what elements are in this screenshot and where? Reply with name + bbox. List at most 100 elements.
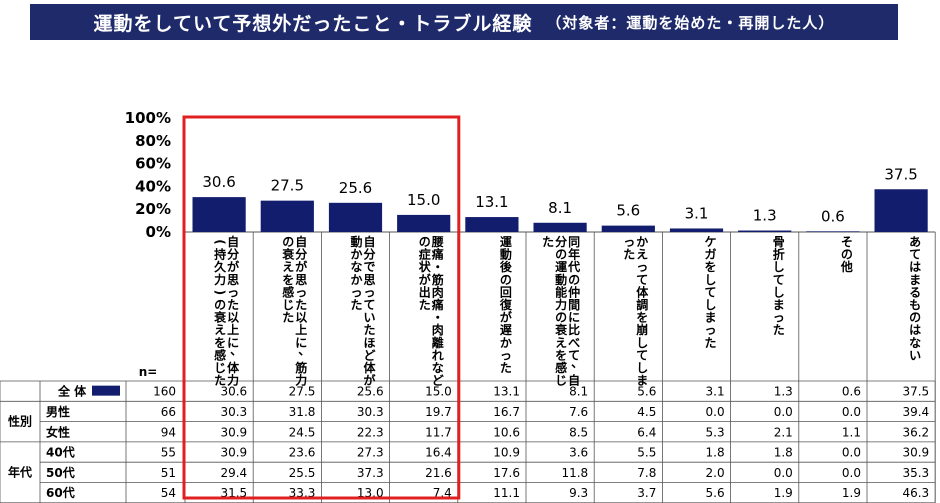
category-label-char: に — [295, 336, 307, 350]
chart-title-bar: 運動をしていて予想外だったこと・トラブル経験 （対象者：運動を始めた・再開した人… — [30, 4, 898, 40]
category-label-char: を — [555, 348, 567, 362]
row-label: 60代 — [46, 485, 75, 500]
category-label-char: が — [227, 259, 239, 274]
data-label: 8.1 — [548, 199, 572, 217]
chart-title: 運動をしていて予想外だったこと・トラブル経験 — [93, 12, 533, 35]
category-label-char: 症 — [419, 247, 431, 262]
cross-table: n= 全 体 160 30.6 27.5 25.6 15.0 13.1 8.1 5.6 3.1 1.3… — [7, 365, 929, 500]
table-cell: 36.2 — [902, 425, 929, 439]
table-cell: 4.5 — [637, 405, 656, 419]
table-cell: 30.3 — [357, 405, 384, 419]
data-label: 37.5 — [884, 165, 917, 183]
category-label-char: 調 — [636, 297, 648, 312]
data-label: 1.3 — [753, 207, 777, 225]
row-n: 94 — [161, 425, 176, 439]
table-cell: 30.9 — [902, 446, 929, 460]
category-label-char: な — [432, 361, 444, 375]
category-label-char: が — [363, 373, 375, 388]
category-label-char: か — [350, 273, 362, 287]
category-label-char: の — [568, 273, 580, 287]
y-tick-label: 20% — [135, 200, 171, 218]
data-label: 0.6 — [821, 207, 845, 225]
category-label-char: 痛 — [431, 297, 444, 312]
category-label-char: え — [214, 323, 226, 337]
category-label-char: 、 — [230, 343, 242, 357]
category-label-char: 肉 — [432, 322, 444, 337]
table-cell: 11.1 — [493, 486, 520, 500]
category-label-char: に — [227, 336, 239, 350]
table-cell: 10.9 — [493, 446, 520, 460]
table-cell: 27.5 — [289, 385, 316, 399]
table-cell: 1.3 — [774, 385, 793, 399]
category-label-char: え — [282, 260, 294, 274]
table-cell: 29.4 — [220, 466, 247, 480]
category-label-char: 運 — [500, 235, 512, 249]
category-label-char: た — [419, 298, 431, 312]
bars — [192, 189, 928, 232]
category-label-char: っ — [363, 285, 375, 299]
category-label-char: な — [909, 336, 921, 350]
category-label-char: 、 — [298, 343, 310, 357]
category-label-char: べ — [568, 336, 580, 350]
category-label-char: が — [419, 272, 431, 287]
bar — [806, 231, 860, 232]
category-label-char: 体 — [227, 360, 240, 375]
y-tick-label: 100% — [125, 109, 171, 127]
category-label-char: の — [841, 248, 853, 262]
category-label-char: え — [555, 336, 567, 350]
table-cell: 9.3 — [569, 486, 588, 500]
highlight-rectangle — [182, 115, 461, 500]
category-label-char: か — [350, 248, 362, 262]
bar — [874, 189, 928, 232]
bar — [465, 217, 519, 232]
table-cell: 1.8 — [774, 446, 793, 460]
category-label-char: 痛 — [431, 247, 444, 262]
table-cell: 1.9 — [842, 486, 861, 500]
category-label-char: た — [500, 361, 512, 375]
category-label-char: 遅 — [500, 323, 512, 337]
category-label-char: ど — [363, 348, 375, 362]
category-label-char: し — [773, 285, 785, 299]
category-label-char: な — [350, 260, 362, 274]
table-cell: 35.3 — [902, 466, 929, 480]
category-label-char: 離 — [432, 335, 444, 350]
category-label-char: た — [282, 311, 294, 325]
table-cell: 37.3 — [357, 466, 384, 480]
category-label-char: 代 — [567, 259, 580, 274]
legend-swatch — [92, 385, 120, 396]
category-label-char: た — [542, 235, 554, 249]
category-label-char: を — [704, 260, 716, 274]
category-label-char: 動 — [555, 272, 567, 287]
y-tick-label: 0% — [146, 223, 171, 241]
bar — [738, 230, 792, 232]
category-label-char: ま — [909, 273, 921, 287]
table-cell: 1.1 — [842, 425, 861, 439]
category-label-char: 分 — [363, 247, 375, 262]
data-label: 13.1 — [475, 193, 508, 211]
table-cell: 19.7 — [425, 405, 452, 419]
category-label-char: た — [623, 248, 635, 262]
category-label-char: 状 — [419, 259, 432, 274]
table-cell: 16.4 — [425, 446, 452, 460]
category-label-char: で — [363, 260, 375, 274]
table-cell: 22.3 — [357, 425, 384, 439]
category-label-char: っ — [295, 285, 307, 299]
category-label-char: っ — [636, 260, 648, 274]
table-cell: 37.5 — [902, 385, 929, 399]
row-n: 160 — [153, 385, 176, 399]
table-cell: 17.6 — [493, 466, 520, 480]
y-tick-label: 80% — [135, 132, 171, 150]
data-labels: 30.6 27.5 25.6 15.0 13.1 8.1 5.6 3.1 1.3 0.6 37.5 — [202, 165, 917, 225]
bar — [192, 197, 246, 232]
category-label-char: の — [282, 235, 294, 249]
category-label-char: の — [214, 298, 226, 312]
table-cell: 8.1 — [569, 385, 588, 399]
y-axis-ticks: 100% 80% 60% 40% 20% 0% — [125, 109, 171, 241]
row-group-label: 年代 — [8, 464, 32, 479]
row-label: 男性 — [46, 404, 70, 419]
bar — [260, 200, 314, 232]
table-cell: 3.1 — [706, 385, 725, 399]
table-cell: 25.6 — [357, 385, 384, 399]
table-cell: 30.9 — [220, 446, 247, 460]
category-label-char: て — [909, 248, 921, 262]
